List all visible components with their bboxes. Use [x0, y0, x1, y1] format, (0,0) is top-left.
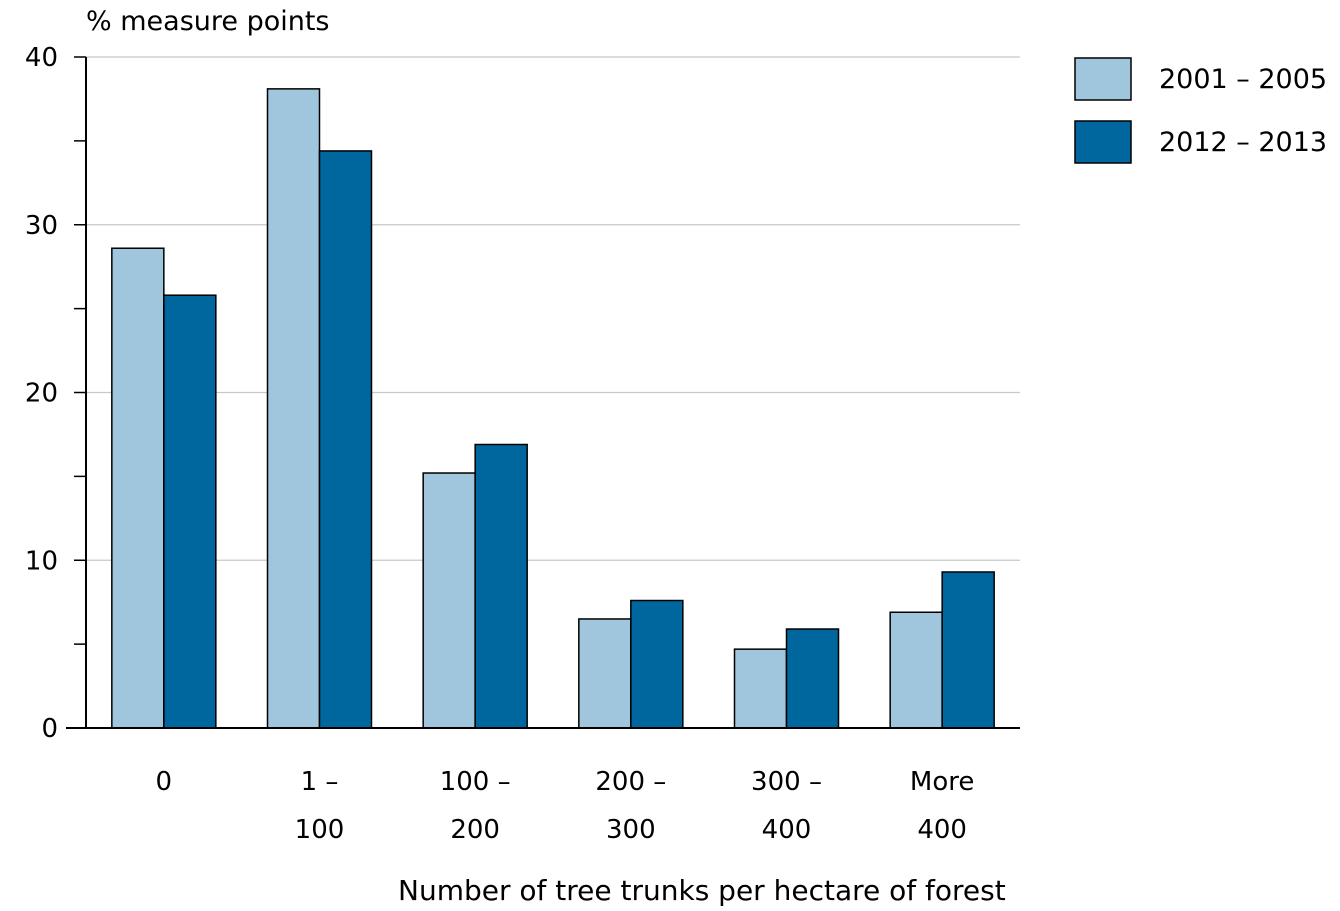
- x-category-label: 100 –: [440, 767, 511, 797]
- x-category-label: 1 –: [301, 767, 339, 797]
- legend-swatch: [1074, 120, 1132, 164]
- x-category-labels: 0 1 – 100 100 – 200 200 – 300 300 – 400 More 400: [156, 767, 975, 845]
- y-axis-label: % measure points: [86, 6, 330, 37]
- bar-series-2: [474, 443, 528, 729]
- bar-series-1: [111, 247, 165, 729]
- bar-series-2: [318, 150, 373, 729]
- bar-series-2: [630, 599, 684, 729]
- legend-swatch: [1074, 57, 1132, 101]
- y-tick-labels: 0 10 20 30 40: [25, 43, 58, 744]
- x-category-label: 0: [156, 767, 173, 797]
- x-axis-label: Number of tree trunks per hectare of for…: [398, 874, 1006, 907]
- x-category-label: 200 –: [595, 767, 666, 797]
- bar-series-2: [163, 294, 217, 729]
- x-category-label: More: [910, 767, 974, 797]
- bar-series-1: [889, 611, 943, 729]
- bars: [111, 88, 995, 729]
- bar-series-1: [266, 88, 321, 729]
- bar-series-2: [941, 571, 995, 729]
- x-category-label: 100: [295, 815, 345, 845]
- gridlines: [86, 56, 1020, 561]
- y-tick-label: 40: [25, 43, 58, 73]
- bar-series-1: [422, 472, 476, 729]
- legend-label: 2012 – 2013: [1159, 127, 1327, 158]
- y-tick-label: 0: [41, 714, 58, 744]
- bar-series-1: [578, 618, 632, 729]
- bar-series-2: [785, 628, 840, 729]
- y-tick-label: 20: [25, 379, 58, 409]
- x-category-label: 400: [917, 815, 967, 845]
- bar-series-1: [733, 648, 788, 729]
- x-category-label: 300: [606, 815, 656, 845]
- x-category-label: 200: [450, 815, 500, 845]
- y-tick-label: 30: [25, 211, 58, 241]
- legend-label: 2001 – 2005: [1159, 64, 1327, 95]
- axes: [66, 56, 1020, 729]
- legend: 2001 – 2005 2012 – 2013: [1074, 57, 1327, 164]
- x-category-label: 400: [762, 815, 812, 845]
- x-category-label: 300 –: [751, 767, 822, 797]
- y-tick-label: 10: [25, 546, 58, 576]
